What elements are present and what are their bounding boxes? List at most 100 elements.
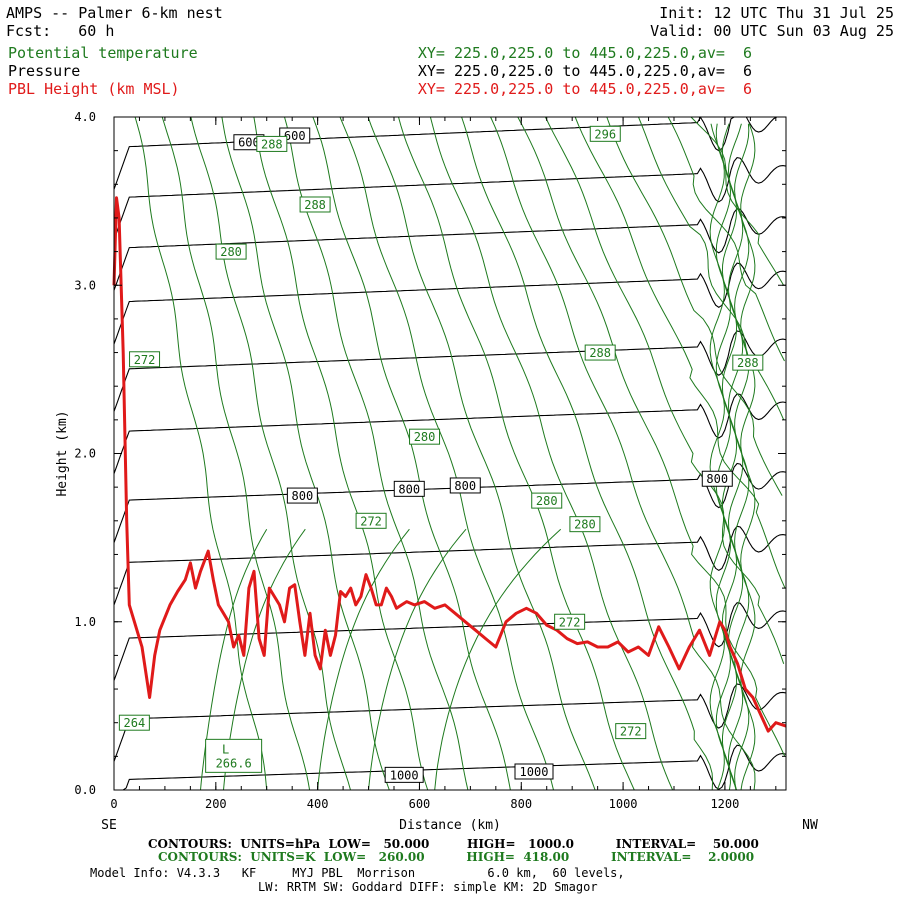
theta-contour-line [544,116,785,664]
pressure-contour-label: 1000 [520,765,549,779]
theta-contour-line [517,116,786,757]
theta-contour-line [574,116,786,589]
x-axis-label: Distance (km) [399,818,501,833]
theta-contour-label-box [355,512,387,529]
y-tick-label: 1.0 [74,615,96,629]
theta-contour-line [134,116,268,791]
theta-contours [134,116,786,791]
pressure-contour-label: 800 [454,479,476,493]
theta-contour-label-box [129,351,161,368]
theta-contour-label: 272 [620,725,642,739]
theta-contour-label-box [409,428,441,445]
low-marker-box [205,738,263,773]
theta-contour-label-box [584,344,616,361]
pressure-contour-label-box [384,766,424,783]
x-tick-label: 400 [307,797,329,811]
x-tick-label: 1000 [609,797,638,811]
theta-contour-label-box [531,492,563,509]
valid-time: Valid: 00 UTC Sun 03 Aug 25 [650,22,894,40]
theta-contour-label: 288 [737,356,759,370]
low-marker-letter: L [222,742,229,756]
pressure-contour-line [113,393,787,474]
theta-contour-line [606,116,783,496]
field-xy-pressure: XY= 225.0,225.0 to 445.0,225.0,av= 6 [417,62,752,80]
footer-model-info-1: Model Info: V4.3.3 KF MYJ PBL Morrison 6… [90,866,625,880]
theta-contour-label: 288 [261,137,283,151]
pressure-contour-label: 800 [398,482,420,496]
axes: 0 200 400 600 800 1000 1200 0.0 1.0 2.0 3.0 4.0 [74,110,786,811]
theta-contour-line [461,116,714,791]
pbl-height-series [112,196,787,733]
contour-labels: 600 600 800 800 800 800 1000 1000 296 288 288 280 27… [118,125,764,783]
theta-contour-line [690,116,785,286]
pressure-contour-line [113,602,787,681]
theta-contour-line-mountain [727,123,744,791]
theta-contour-line [317,528,410,791]
y-tick-label: 2.0 [74,447,96,461]
theta-contour-label-box [215,243,247,260]
pressure-contour-label-box [449,477,481,494]
x-tick-label: 800 [510,797,532,811]
model-title: AMPS -- Palmer 6-km nest [6,4,223,22]
theta-contour-label: 280 [414,430,436,444]
theta-contour-line [253,116,429,791]
theta-contour-label: 296 [594,127,616,141]
footer-pressure-contours: CONTOURS: UNITS=hPa LOW= 50.000 HIGH= 10… [148,837,759,851]
x-end-label-right: NW [802,818,818,833]
pressure-contour-label: 800 [292,489,314,503]
theta-contour-label-box [256,135,288,152]
x-tick-label: 600 [409,797,431,811]
theta-contour-line [434,528,562,791]
pressure-contour-line [114,744,787,791]
forecast-hour: Fcst: 60 h [6,22,115,40]
theta-contour-label-box [615,723,647,740]
low-marker-value: 266.6 [216,756,252,770]
theta-contour-label: 272 [360,514,382,528]
pressure-contour-label: 600 [284,129,306,143]
theta-contour-label-box [589,125,621,142]
pressure-contour-line [113,116,786,190]
theta-contour-label: 280 [536,494,558,508]
y-tick-label: 4.0 [74,110,96,124]
pressure-contour-line [113,208,787,291]
theta-contour-line-mountain [715,123,732,791]
pressure-contour-label-box [514,763,554,780]
init-time: Init: 12 UTC Thu 31 Jul 25 [659,4,894,22]
theta-contour-label-box [554,613,586,630]
pressure-contour-label-box [286,487,318,504]
field-xy-pbl: XY= 225.0,225.0 to 445.0,225.0,av= 6 [417,80,752,98]
theta-contour-label: 272 [134,353,156,367]
field-name-pbl: PBL Height (km MSL) [8,80,180,98]
theta-contour-line [284,116,469,791]
pressure-contour-label: 800 [706,472,728,486]
theta-contour-line [190,116,351,791]
x-tick-label: 200 [205,797,227,811]
theta-contour-label: 272 [559,615,581,629]
pressure-contour-line [113,262,787,345]
x-tick-label: 1200 [710,797,739,811]
theta-contour-label: 280 [220,245,242,259]
theta-contour-label: 288 [304,198,326,212]
pressure-contour-line [113,525,787,606]
theta-contour-line-mountain [709,123,725,791]
y-tick-label: 3.0 [74,278,96,292]
pressure-contour-line [113,156,787,240]
x-tick-label: 0 [110,797,117,811]
theta-contour-label: 288 [589,346,611,360]
theta-contour-line [368,528,467,791]
theta-contour-line [398,116,635,791]
pressure-contour-label: 1000 [390,768,419,782]
theta-contour-line [312,116,511,791]
theta-contour-label: 280 [574,518,596,532]
theta-contour-line [161,116,311,791]
y-tick-label: 0.0 [74,783,96,797]
pressure-contour-label-box [701,470,733,487]
theta-contour-line [339,116,554,791]
pressure-contour-line [113,462,787,543]
pressure-contour-label-box [393,480,425,497]
theta-contour-line [367,116,596,791]
footer-theta-contours: CONTOURS: UNITS=K LOW= 260.00 HIGH= 418.… [158,850,755,864]
theta-contour-line-mountain [721,123,738,791]
x-end-label-left: SE [101,818,117,833]
